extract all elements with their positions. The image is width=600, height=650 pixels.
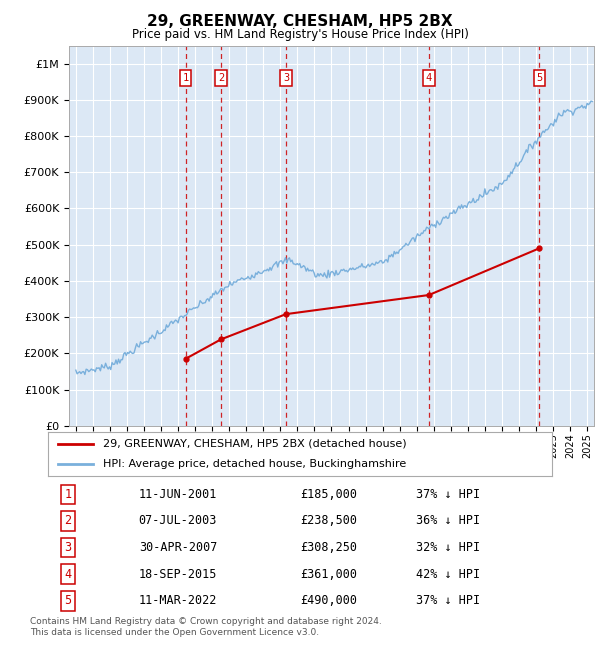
Text: £185,000: £185,000 — [300, 488, 357, 500]
Text: 29, GREENWAY, CHESHAM, HP5 2BX (detached house): 29, GREENWAY, CHESHAM, HP5 2BX (detached… — [103, 439, 407, 448]
Text: 07-JUL-2003: 07-JUL-2003 — [139, 515, 217, 528]
Text: 4: 4 — [65, 568, 72, 581]
Text: 37% ↓ HPI: 37% ↓ HPI — [416, 594, 480, 607]
Text: 3: 3 — [283, 73, 289, 83]
Text: Price paid vs. HM Land Registry's House Price Index (HPI): Price paid vs. HM Land Registry's House … — [131, 28, 469, 41]
Text: £308,250: £308,250 — [300, 541, 357, 554]
Text: 18-SEP-2015: 18-SEP-2015 — [139, 568, 217, 581]
Text: 42% ↓ HPI: 42% ↓ HPI — [416, 568, 480, 581]
Text: 32% ↓ HPI: 32% ↓ HPI — [416, 541, 480, 554]
Text: 1: 1 — [65, 488, 72, 500]
Text: HPI: Average price, detached house, Buckinghamshire: HPI: Average price, detached house, Buck… — [103, 459, 407, 469]
Text: 1: 1 — [182, 73, 189, 83]
Text: £238,500: £238,500 — [300, 515, 357, 528]
Text: 11-JUN-2001: 11-JUN-2001 — [139, 488, 217, 500]
Text: 3: 3 — [65, 541, 72, 554]
Text: 29, GREENWAY, CHESHAM, HP5 2BX: 29, GREENWAY, CHESHAM, HP5 2BX — [147, 14, 453, 29]
Text: 2: 2 — [65, 515, 72, 528]
Text: Contains HM Land Registry data © Crown copyright and database right 2024.
This d: Contains HM Land Registry data © Crown c… — [30, 618, 382, 637]
Text: 5: 5 — [65, 594, 72, 607]
Text: 37% ↓ HPI: 37% ↓ HPI — [416, 488, 480, 500]
Text: £361,000: £361,000 — [300, 568, 357, 581]
Text: 30-APR-2007: 30-APR-2007 — [139, 541, 217, 554]
Text: 36% ↓ HPI: 36% ↓ HPI — [416, 515, 480, 528]
Text: 2: 2 — [218, 73, 224, 83]
Text: 5: 5 — [536, 73, 542, 83]
Text: £490,000: £490,000 — [300, 594, 357, 607]
Text: 11-MAR-2022: 11-MAR-2022 — [139, 594, 217, 607]
Text: 4: 4 — [426, 73, 432, 83]
